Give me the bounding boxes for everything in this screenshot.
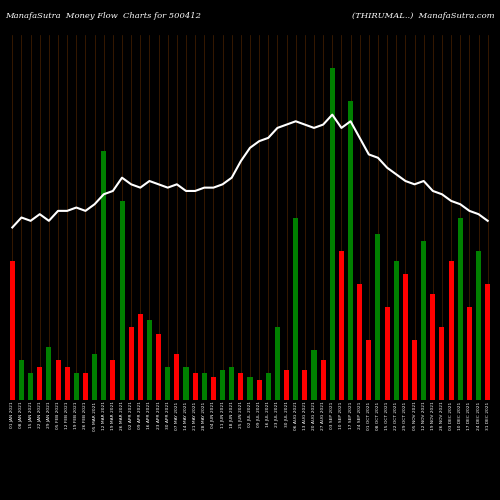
Bar	[394, 260, 399, 400]
Bar	[56, 360, 60, 400]
Bar	[458, 218, 463, 400]
Bar	[476, 250, 481, 400]
Bar	[357, 284, 362, 400]
Bar	[320, 360, 326, 400]
Bar	[238, 374, 244, 400]
Bar	[174, 354, 180, 400]
Bar	[485, 284, 490, 400]
Bar	[339, 250, 344, 400]
Bar	[293, 218, 298, 400]
Bar	[384, 307, 390, 400]
Text: ManafaSutra  Money Flow  Charts for 500412: ManafaSutra Money Flow Charts for 500412	[5, 12, 201, 20]
Bar	[165, 367, 170, 400]
Bar	[421, 240, 426, 400]
Bar	[412, 340, 417, 400]
Bar	[266, 374, 271, 400]
Bar	[211, 377, 216, 400]
Bar	[256, 380, 262, 400]
Bar	[330, 68, 335, 400]
Bar	[284, 370, 289, 400]
Bar	[37, 367, 43, 400]
Bar	[376, 234, 380, 400]
Bar	[403, 274, 408, 400]
Bar	[184, 367, 188, 400]
Bar	[348, 102, 353, 400]
Bar	[229, 367, 234, 400]
Bar	[220, 370, 225, 400]
Bar	[138, 314, 143, 400]
Bar	[74, 374, 79, 400]
Bar	[440, 327, 444, 400]
Bar	[156, 334, 161, 400]
Bar	[430, 294, 436, 400]
Bar	[92, 354, 97, 400]
Bar	[147, 320, 152, 400]
Bar	[28, 374, 33, 400]
Bar	[46, 347, 52, 400]
Bar	[366, 340, 372, 400]
Bar	[248, 377, 252, 400]
Bar	[19, 360, 24, 400]
Bar	[64, 367, 70, 400]
Bar	[83, 374, 88, 400]
Bar	[275, 327, 280, 400]
Bar	[302, 370, 308, 400]
Bar	[128, 327, 134, 400]
Bar	[312, 350, 316, 400]
Bar	[202, 374, 207, 400]
Text: (THIRUMAL..)  ManafaSutra.com: (THIRUMAL..) ManafaSutra.com	[352, 12, 495, 20]
Bar	[10, 260, 15, 400]
Bar	[120, 201, 124, 400]
Bar	[101, 151, 106, 400]
Bar	[110, 360, 116, 400]
Bar	[192, 374, 198, 400]
Bar	[448, 260, 454, 400]
Bar	[467, 307, 472, 400]
